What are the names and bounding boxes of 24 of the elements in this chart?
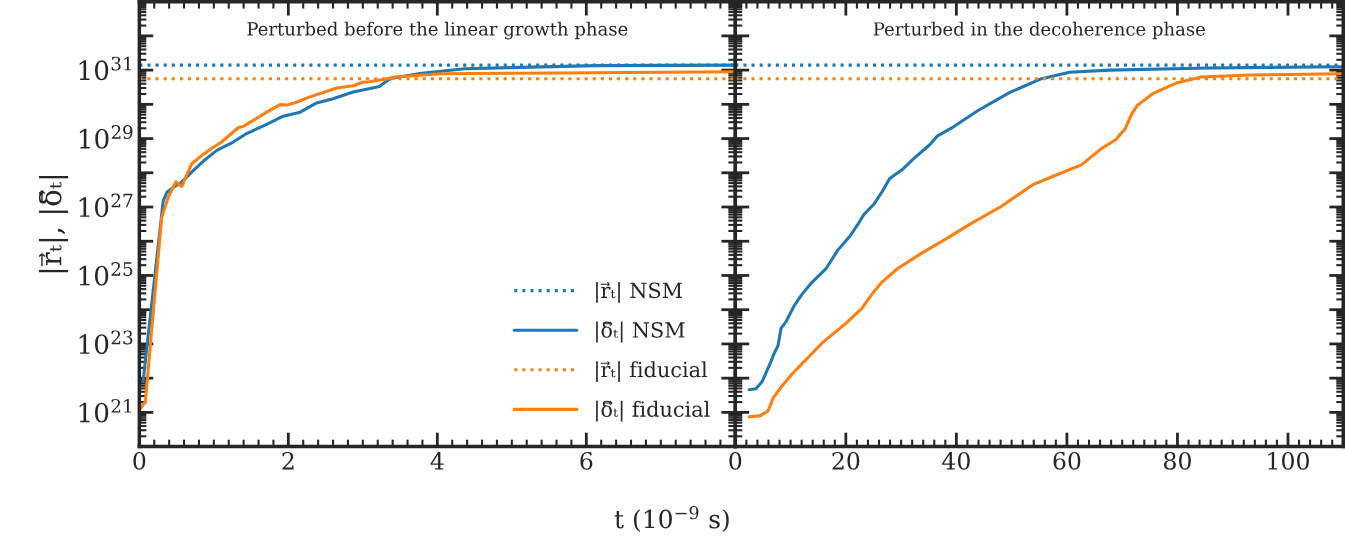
x-tick-label: 60	[1053, 451, 1081, 470]
x-tick-label: 100	[1268, 451, 1309, 470]
y-tick-label: 10$^{23}$	[79, 330, 133, 355]
x-tick-label: 4	[430, 451, 444, 470]
y-tick-label: 10$^{29}$	[79, 125, 133, 149]
y-tick-label: 10$^{31}$	[79, 56, 132, 81]
x-tick-label: 0	[729, 451, 742, 470]
legend-label: |r⃗ₜ| NSM	[596, 281, 682, 303]
x-tick-label: 0	[133, 451, 146, 470]
x-axis-title: t (10$^{−9}$ s)	[614, 506, 729, 533]
x-tick-label: 6	[580, 451, 593, 470]
y-tick-label: 10$^{25}$	[79, 262, 133, 286]
text: Perturbed in the decoherence phase	[873, 21, 1205, 40]
y-tick-label: 10$^{21}$	[79, 398, 132, 423]
text: Perturbed before the linear growth phase	[247, 21, 628, 40]
x-tick-label: 80	[1164, 451, 1191, 470]
y-axis-title: |r⃗ₜ|, |δ⃗ₜ|	[38, 176, 69, 273]
x-tick-label: 2	[282, 451, 294, 470]
legend-label: |δ⃗ₜ| fiducial	[596, 400, 710, 422]
y-tick-label: 10$^{27}$	[79, 193, 133, 218]
legend-label: |r⃗ₜ| fiducial	[596, 361, 708, 382]
x-tick-label: 20	[832, 451, 860, 470]
legend-label: |δ⃗ₜ| NSM	[596, 321, 685, 343]
x-tick-label: 40	[942, 451, 970, 470]
